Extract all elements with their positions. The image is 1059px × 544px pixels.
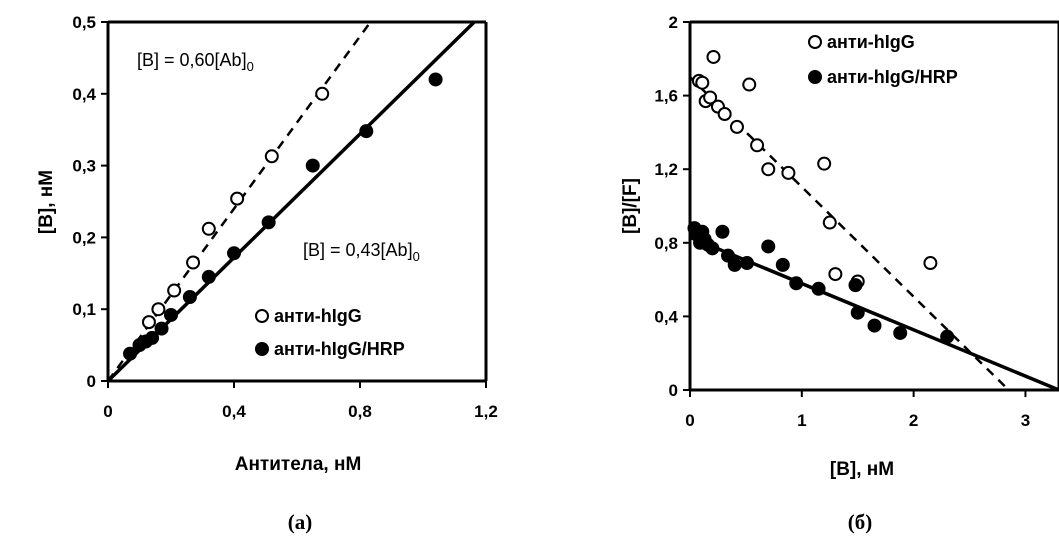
y-tick-label: 0,2 [72,228,96,247]
data-point-filled [201,269,216,284]
data-point-open [761,162,776,177]
data-point-filled [940,329,955,344]
y-tick-label: 0,8 [654,234,678,253]
data-point-filled [123,346,138,361]
data-point-filled [740,256,755,271]
fit-equation-label: [B] = 0,60[Ab]0 [137,50,254,74]
y-tick-label: 0,5 [72,13,96,32]
data-point-filled [154,321,169,336]
data-point-filled [867,318,882,333]
data-point-filled [893,325,908,340]
data-point-open [151,302,166,317]
legend-label: анти-hIgG [827,32,915,52]
data-point-open [167,283,182,298]
data-point-open [923,256,938,271]
data-point-filled [727,257,742,272]
data-point-open [264,149,279,164]
data-point-open [828,267,843,282]
legend-label: анти-hIgG/HRP [274,339,405,359]
x-axis-label: [B], нМ [830,459,894,480]
data-point-filled [182,289,197,304]
x-tick-label: 3 [1021,411,1030,430]
legend-label: анти-hIgG [274,306,362,326]
x-tick-label: 1 [797,411,806,430]
data-point-filled [775,257,790,272]
x-tick-label: 0,4 [222,402,246,421]
data-point-open [742,77,757,92]
data-point-filled [811,281,826,296]
y-tick-label: 0,4 [72,85,96,104]
legend-marker [255,309,269,323]
data-point-filled [145,330,160,345]
data-point-open [201,221,216,236]
x-tick-label: 2 [909,411,918,430]
legend-marker [808,35,822,49]
y-tick-label: 1,2 [654,160,678,179]
data-point-open [141,315,156,330]
data-point-open [706,49,721,64]
fit-line-dashed [106,21,372,382]
data-point-filled [715,224,730,239]
data-point-open [695,75,710,90]
data-point-filled [164,307,178,322]
data-point-filled [761,239,776,254]
data-point-filled [261,215,276,230]
y-tick-label: 2 [669,13,678,32]
legend-label: анти-hIgG/HRP [827,67,958,87]
data-point-filled [305,158,320,173]
panel-label: (б) [848,510,873,534]
y-axis-label: [B], нМ [36,170,57,234]
panel-label: (a) [288,510,313,534]
data-point-filled [227,246,241,261]
y-axis-label: [B]/[F] [620,178,641,234]
data-point-filled [789,276,804,291]
data-point-open [230,191,245,206]
data-point-open [315,86,330,101]
data-point-filled [721,248,736,263]
chart-a: 0 0,1 0,2 0,3 0,4 0,5 0 0,4 0,8 1,2 Антитела, нМ [B… [36,13,498,534]
x-tick-label: 1,2 [474,402,498,421]
fit-line-dashed [689,76,1010,391]
data-point-filled [359,124,374,139]
data-point-open [781,165,796,180]
x-tick-label: 0,8 [348,402,372,421]
data-point-open [750,138,765,153]
y-tick-label: 1,6 [654,87,678,106]
legend-marker [255,342,269,356]
x-axis-label: Антитела, нМ [235,454,362,475]
y-tick-label: 0,1 [72,300,96,319]
data-point-open [186,255,201,270]
data-point-filled [705,241,720,256]
data-point-filled [850,305,865,320]
y-tick-label: 0 [669,381,678,400]
data-point-open [817,156,832,171]
data-point-open [717,107,732,121]
data-point-filled [848,278,863,293]
y-tick-label: 0,4 [654,307,678,326]
y-tick-label: 0 [87,372,96,391]
x-tick-label: 0 [103,402,112,421]
x-tick-label: 0 [685,411,694,430]
data-point-open [729,119,744,134]
data-point-filled [428,72,443,87]
y-tick-label: 0,3 [72,157,96,176]
data-point-open [703,90,718,105]
chart-b: 0 0,4 0,8 1,2 1,6 2 0 1 2 3 [B], нМ [B]/[F] (б) анти-… [620,13,1059,534]
legend-marker [808,70,822,84]
data-point-open [822,215,837,230]
fit-equation-label: [B] = 0,43[Ab]0 [303,240,420,264]
